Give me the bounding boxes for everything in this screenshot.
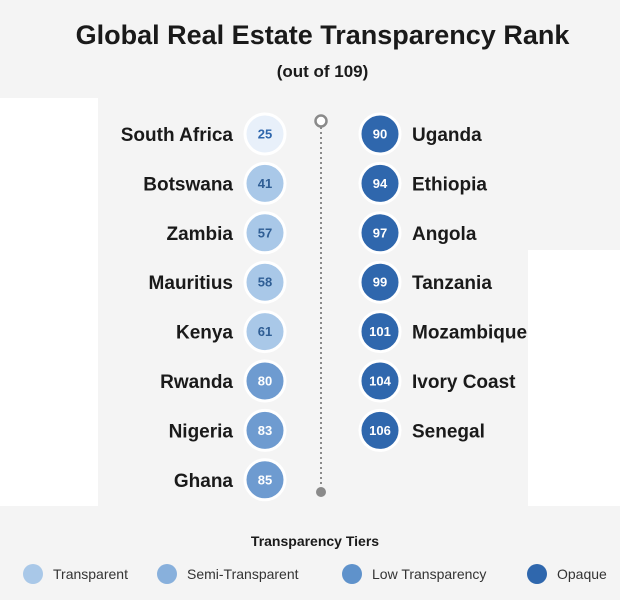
chart-subtitle: (out of 109) [276,62,369,81]
rank-row-uganda: 90 Uganda [358,112,482,156]
background-panel-right [528,98,620,250]
legend-item-low-transparency: Low Transparency [342,563,486,585]
rank-marker-mozambique [358,310,402,354]
legend-label: Low Transparency [372,566,487,582]
country-label: Zambia [166,224,233,245]
legend-item-semi-transparent: Semi-Transparent [157,563,299,585]
legend-swatch-semi-transparent [157,564,177,584]
country-label: Angola [412,224,477,245]
rank-marker-rwanda [243,359,287,403]
rank-value: 57 [258,225,272,240]
rank-value: 80 [258,374,272,389]
rank-marker-angola [358,211,402,255]
rank-value: 106 [369,423,391,438]
rank-marker-senegal [358,408,402,452]
rank-marker-tanzania [358,260,402,304]
legend-swatch-low-transparency [342,564,362,584]
legend-item-opaque: Opaque [527,563,607,585]
rank-marker-botswana [243,161,287,205]
rank-value: 83 [258,423,272,438]
rank-row-senegal: 106 Senegal [358,408,485,452]
country-label: Ethiopia [412,174,487,195]
left-column: 25 South Africa 41 Botswana 57 Zambia 58 Maurit… [121,112,287,502]
country-label: Senegal [412,421,485,442]
country-label: Nigeria [169,421,234,442]
country-label: South Africa [121,125,234,146]
background-panel-top [0,0,620,98]
rank-chart: 25 South Africa 41 Botswana 57 Zambia 58 Maurit… [121,112,527,502]
country-label: Rwanda [160,372,233,393]
rank-marker-nigeria [243,408,287,452]
rank-value: 104 [369,374,391,389]
legend-swatch-opaque [527,564,547,584]
rank-value: 97 [373,225,387,240]
rank-marker-mauritius [243,260,287,304]
country-label: Mauritius [149,273,233,294]
rank-marker-ghana [243,458,287,502]
rank-row-ethiopia: 94 Ethiopia [358,161,487,205]
legend-title: Transparency Tiers [250,533,380,549]
connector-start-marker [314,114,328,128]
chart-title: Global Real Estate Transparency Rank [75,20,570,50]
rank-marker-ivory-coast [358,359,402,403]
legend-label: Semi-Transparent [187,566,299,582]
legend-label: Opaque [557,566,607,582]
rank-value: 94 [373,176,388,191]
rank-row-ivory-coast: 104 Ivory Coast [358,359,516,403]
rank-value: 90 [373,127,387,142]
rank-row-zambia: 57 Zambia [166,211,287,255]
rank-value: 85 [258,472,272,487]
rank-row-botswana: 41 Botswana [143,161,287,205]
rank-row-nigeria: 83 Nigeria [169,408,287,452]
country-label: Uganda [412,125,482,146]
rank-value: 99 [373,275,387,290]
rank-marker-south-africa [243,112,287,156]
rank-marker-ethiopia [358,161,402,205]
country-label: Ghana [174,471,234,492]
rank-row-ghana: 85 Ghana [174,458,287,502]
vertical-connector [314,114,328,497]
rank-row-rwanda: 80 Rwanda [160,359,287,403]
rank-row-tanzania: 99 Tanzania [358,260,492,304]
rank-value: 25 [258,127,272,142]
country-label: Kenya [176,323,233,344]
rank-value: 101 [369,324,391,339]
background-panel-middle [98,98,528,506]
rank-row-south-africa: 25 South Africa [121,112,287,156]
rank-marker-zambia [243,211,287,255]
right-column: 90 Uganda 94 Ethiopia 97 Angola 99 Tanzania 101 M… [358,112,527,452]
rank-row-mauritius: 58 Mauritius [149,260,287,304]
legend-item-transparent: Transparent [23,563,128,585]
rank-row-kenya: 61 Kenya [176,310,287,354]
rank-marker-uganda [358,112,402,156]
rank-value: 61 [258,324,272,339]
background-panel-bottom [0,506,620,600]
rank-value: 58 [258,275,272,290]
legend-swatch-transparent [23,564,43,584]
country-label: Botswana [143,174,233,195]
rank-row-angola: 97 Angola [358,211,477,255]
rank-marker-kenya [243,310,287,354]
legend-label: Transparent [53,566,128,582]
rank-value: 41 [258,176,272,191]
country-label: Mozambique [412,323,527,344]
connector-end-marker [316,487,326,497]
rank-row-mozambique: 101 Mozambique [358,310,527,354]
country-label: Ivory Coast [412,372,516,393]
country-label: Tanzania [412,273,492,294]
